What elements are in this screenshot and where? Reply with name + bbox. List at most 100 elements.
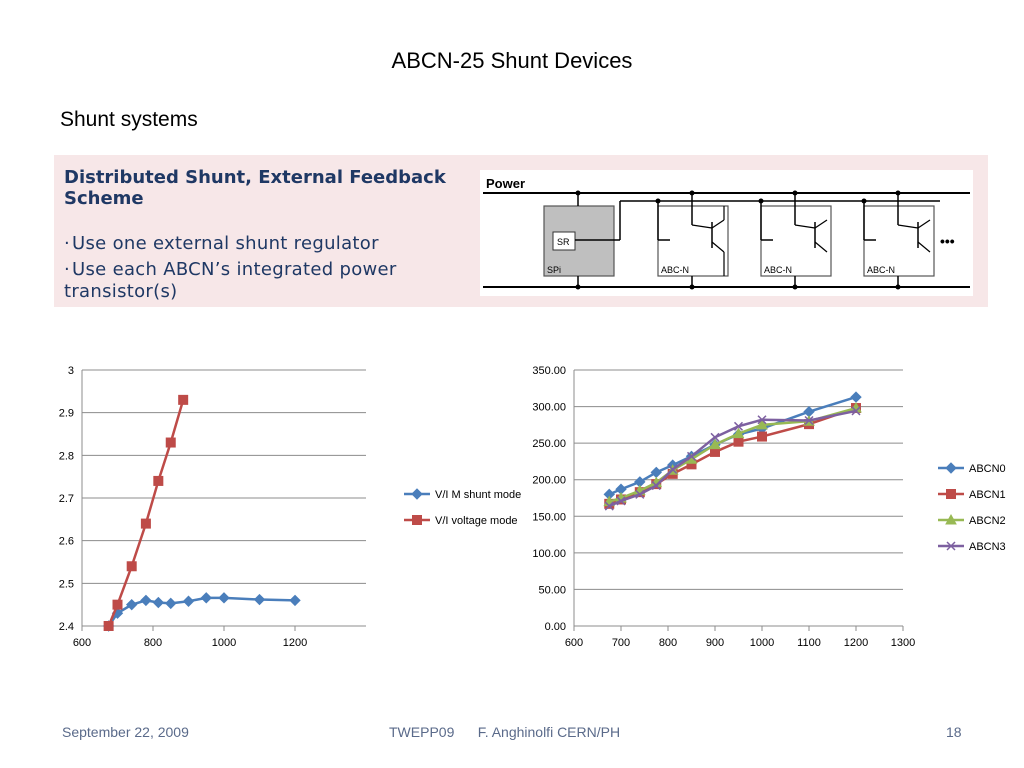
data-point <box>140 518 151 529</box>
y-tick-label: 300.00 <box>532 402 566 414</box>
data-point <box>253 593 266 606</box>
data-point <box>732 427 745 439</box>
y-tick-label: 2.8 <box>59 450 74 462</box>
legend-entry: ABCN0 <box>938 462 1006 475</box>
x-tick-label: 1100 <box>797 637 821 649</box>
y-tick-label: 2.5 <box>59 578 74 590</box>
data-point <box>650 466 662 479</box>
data-point <box>945 462 957 474</box>
data-point <box>757 415 767 425</box>
x-tick-label: 1300 <box>891 637 915 649</box>
legend-label: V/I M shunt mode <box>435 489 521 501</box>
y-tick-label: 0.00 <box>545 621 566 633</box>
data-point <box>411 488 423 500</box>
data-point <box>710 432 720 442</box>
data-point <box>178 394 189 405</box>
chart-abcn-current: 0.00 50.00 100.00 150.00 200.00 250.00 300.00 3… <box>520 355 1020 655</box>
legend-entry: V/I M shunt mode <box>404 488 521 501</box>
data-point <box>152 596 165 609</box>
y-tick-label: 2.7 <box>59 493 74 505</box>
data-point <box>733 436 744 447</box>
y-tick-label: 250.00 <box>532 438 566 450</box>
abcn-chip-3 <box>861 190 935 290</box>
chip-label: ABC-N <box>661 265 689 275</box>
series-v-i-voltage-mode <box>103 394 189 631</box>
legend-entry: ABCN3 <box>938 541 1006 553</box>
data-point <box>851 406 861 416</box>
footer-date: September 22, 2009 <box>62 724 189 740</box>
spi-label: SPi <box>547 265 561 275</box>
series-line <box>107 596 296 627</box>
legend-label: ABCN0 <box>969 463 1006 475</box>
y-tick-label: 100.00 <box>532 548 566 560</box>
ellipsis-icon: ••• <box>940 233 955 249</box>
y-tick-label: 50.00 <box>538 584 566 596</box>
x-tick-label: 800 <box>659 637 677 649</box>
data-point <box>651 481 661 491</box>
shunt-scheme-diagram: Power SR SPi <box>480 170 973 296</box>
data-point <box>709 438 721 450</box>
data-point <box>945 513 957 525</box>
series-abcn0 <box>603 391 862 501</box>
abcn-chip-1 <box>655 190 729 290</box>
data-point <box>946 489 956 499</box>
x-tick-label: 600 <box>565 637 583 649</box>
y-tick-label: 2.4 <box>59 621 74 633</box>
data-point <box>946 541 956 551</box>
legend-label: ABCN1 <box>969 489 1006 501</box>
legend-entry: ABCN2 <box>938 513 1006 527</box>
legend-entry: V/I voltage mode <box>404 515 518 527</box>
bullet-text: Use one external shunt regulator <box>72 233 379 254</box>
panel-heading: Distributed Shunt, External Feedback Sch… <box>64 167 446 209</box>
series-line <box>107 399 185 627</box>
chart-voltage-current: 2.4 2.5 2.6 2.7 2.8 2.9 3 600 800 1000 1200 V/I M s… <box>40 355 540 655</box>
data-point <box>165 437 176 448</box>
y-tick-label: 3 <box>68 365 74 377</box>
data-point <box>125 598 138 611</box>
data-point <box>412 515 422 525</box>
x-tick-label: 800 <box>144 637 162 649</box>
chart1-svg: 2.4 2.5 2.6 2.7 2.8 2.9 3 600 800 1000 1200 V/I M s… <box>59 365 522 649</box>
bullet-text: Use each ABCN’s integrated power transis… <box>64 259 397 302</box>
y-tick-label: 150.00 <box>532 511 566 523</box>
y-tick-label: 2.6 <box>59 536 74 548</box>
data-point <box>218 592 230 604</box>
slide-title: ABCN-25 Shunt Devices <box>391 48 633 73</box>
x-tick-label: 900 <box>706 637 724 649</box>
sr-label: SR <box>557 237 570 247</box>
footer-center: TWEPP09 F. Anghinolfi CERN/PH <box>389 724 621 740</box>
series-line <box>608 409 857 508</box>
chip-label: ABC-N <box>764 265 792 275</box>
slide-subtitle: Shunt systems <box>60 108 198 131</box>
x-tick-label: 1200 <box>283 637 307 649</box>
series-v-i-m-shunt-mode <box>102 592 301 632</box>
data-point <box>757 431 767 442</box>
power-label: Power <box>486 176 525 191</box>
bullet-dot-icon: · <box>64 233 71 254</box>
data-point <box>112 599 123 610</box>
junction-dot <box>575 190 581 196</box>
data-point <box>200 592 212 604</box>
data-point <box>126 561 137 572</box>
series-line <box>608 406 857 503</box>
y-tick-label: 2.9 <box>59 408 74 420</box>
data-point <box>668 464 678 475</box>
data-point <box>604 501 614 511</box>
data-point <box>289 594 301 607</box>
bullet-item: · Use each ABCN’s integrated power transi… <box>64 259 464 303</box>
legend-entry: ABCN1 <box>938 489 1006 501</box>
data-point <box>103 621 114 631</box>
bullet-list: · Use one external shunt regulator · Use e… <box>64 233 464 307</box>
y-tick-label: 200.00 <box>532 475 566 487</box>
chip-label: ABC-N <box>867 265 895 275</box>
data-point <box>804 415 814 425</box>
data-point <box>153 475 164 486</box>
data-point <box>756 418 768 430</box>
x-tick-label: 1200 <box>844 637 868 649</box>
legend-label: ABCN2 <box>969 515 1006 527</box>
bullet-item: · Use one external shunt regulator <box>64 233 464 255</box>
legend-label: ABCN3 <box>969 541 1006 553</box>
data-point <box>850 391 862 403</box>
sr-box <box>552 231 576 251</box>
chart2-svg: 0.00 50.00 100.00 150.00 200.00 250.00 300.00 3… <box>532 365 1006 649</box>
